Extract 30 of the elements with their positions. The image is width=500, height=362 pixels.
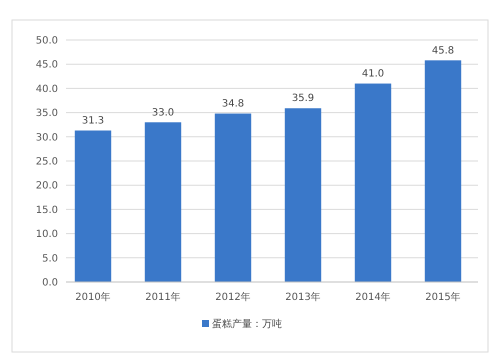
x-tick-label: 2015年	[425, 291, 461, 303]
x-tick-label: 2014年	[355, 291, 391, 303]
x-tick-label: 2012年	[215, 291, 251, 303]
data-label: 41.0	[362, 68, 384, 80]
data-label: 45.8	[432, 45, 454, 56]
bar	[214, 114, 252, 282]
y-tick-label: 25.0	[36, 156, 58, 168]
bar	[354, 84, 392, 282]
bar	[424, 60, 462, 282]
y-tick-label: 5.0	[42, 253, 58, 264]
y-tick-label: 20.0	[36, 180, 58, 192]
x-tick-label: 2011年	[145, 291, 181, 303]
data-label: 35.9	[292, 93, 314, 104]
y-tick-label: 40.0	[36, 84, 58, 95]
bar	[74, 130, 112, 282]
x-tick-label: 2013年	[285, 291, 321, 303]
data-label: 31.3	[82, 116, 104, 127]
y-tick-label: 35.0	[36, 108, 58, 120]
y-tick-label: 30.0	[36, 132, 58, 144]
data-label: 33.0	[152, 107, 174, 118]
bar	[284, 108, 322, 282]
data-label: 34.8	[222, 98, 244, 110]
y-tick-label: 0.0	[42, 278, 58, 288]
legend-label: 蛋糕产量：万吨	[212, 318, 282, 330]
x-tick-label: 2010年	[75, 291, 111, 303]
y-tick-label: 10.0	[36, 229, 58, 240]
y-tick-label: 50.0	[36, 36, 58, 46]
y-tick-label: 15.0	[36, 204, 58, 216]
y-tick-label: 45.0	[36, 60, 58, 71]
bar	[144, 122, 182, 282]
